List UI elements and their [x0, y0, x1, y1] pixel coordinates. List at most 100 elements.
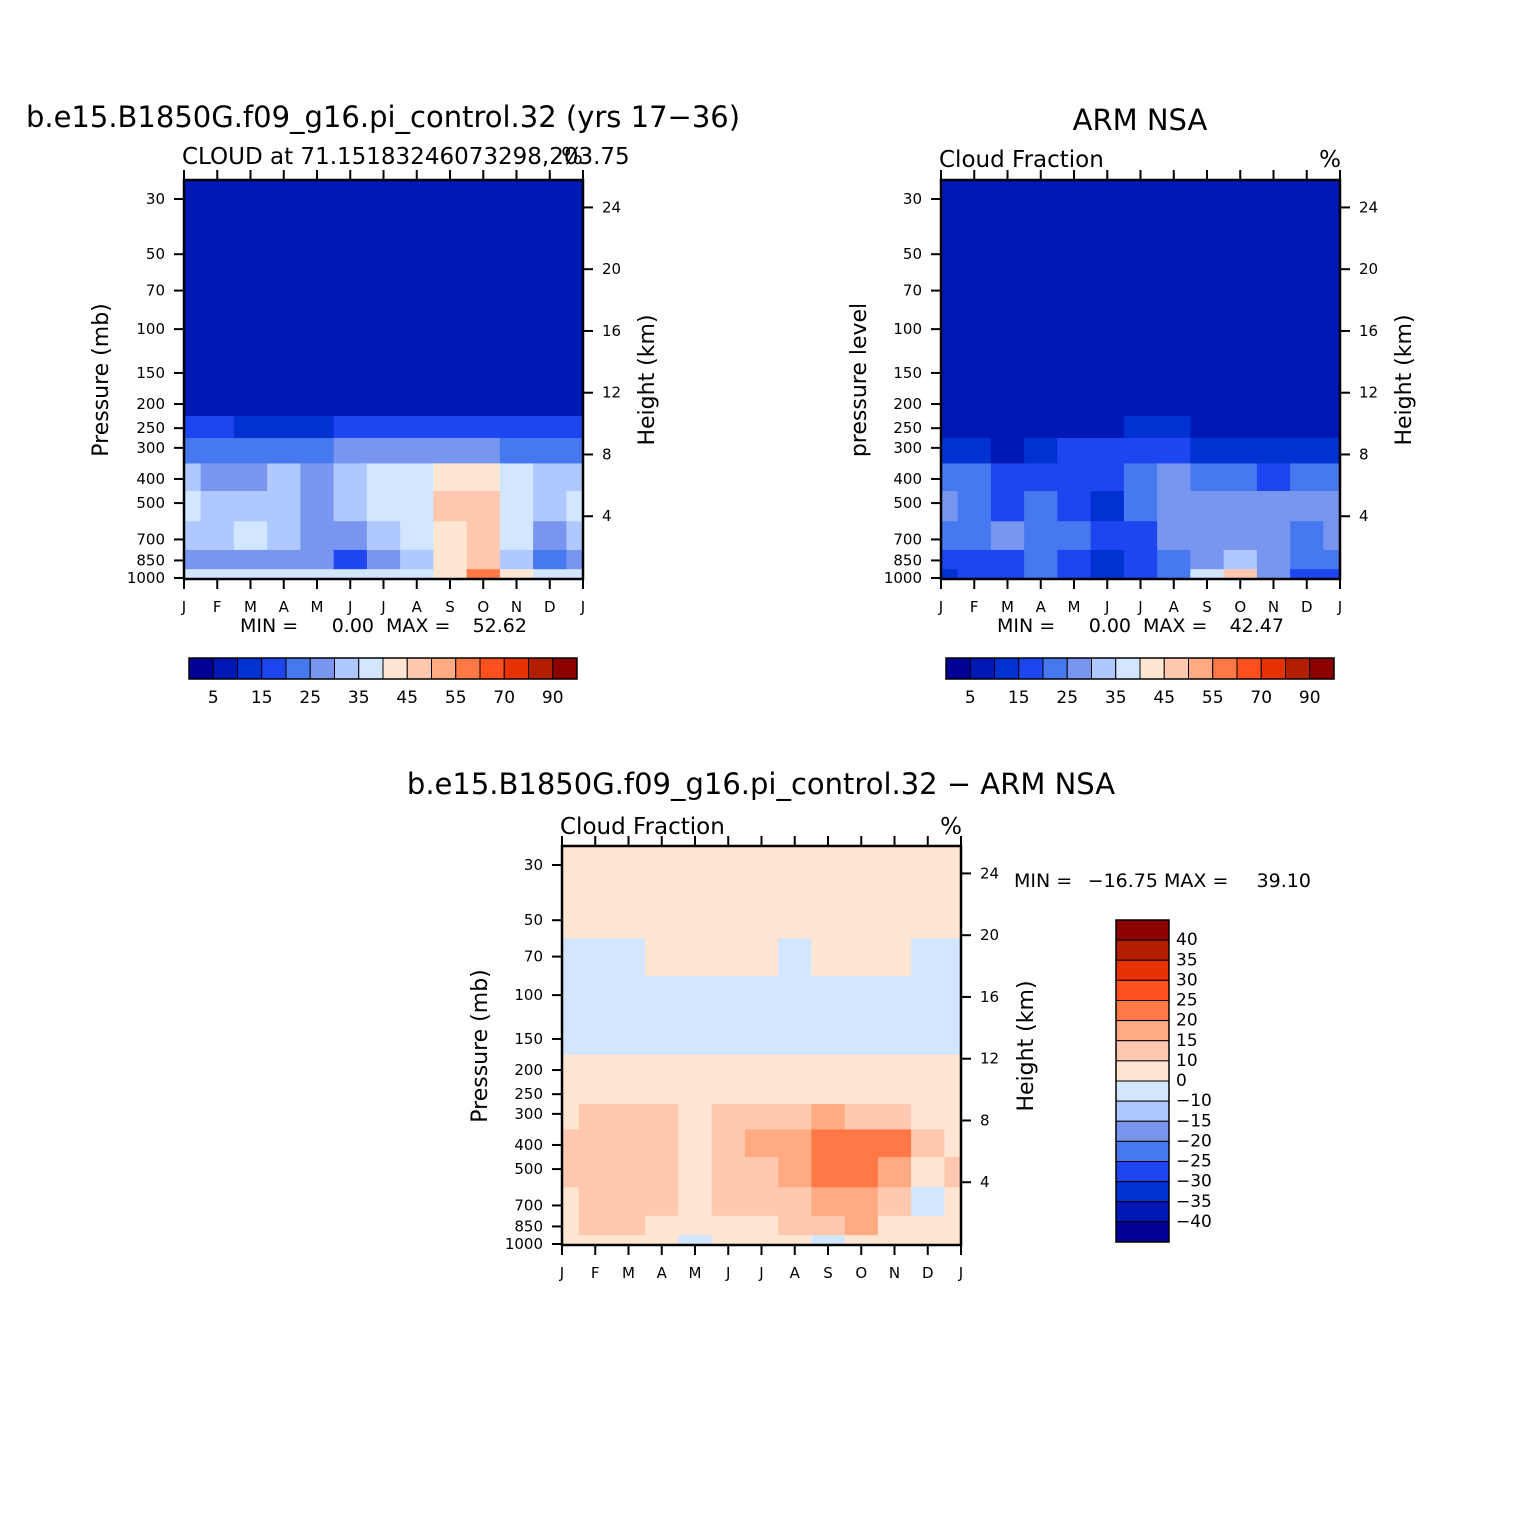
model-xtick-label: F: [213, 598, 222, 616]
model-cell: [433, 549, 468, 570]
diff-cbar-label: −30: [1176, 1172, 1212, 1192]
diff-ytick-label: 50: [524, 911, 543, 929]
model-cell: [184, 549, 202, 570]
obs-cell: [1323, 388, 1340, 417]
diff-cell: [645, 1157, 679, 1188]
obs-y2tick-label: 8: [1359, 445, 1369, 463]
diff-cell: [911, 1017, 945, 1056]
model-cells: [184, 180, 583, 579]
diff-cell: [611, 975, 646, 1018]
obs-cell: [1024, 549, 1058, 570]
obs-cell: [1190, 226, 1225, 273]
model-cell: [300, 309, 335, 352]
model-cell: [566, 549, 583, 570]
model-cell: [433, 491, 468, 522]
model-cell: [499, 351, 534, 390]
model-cell: [566, 351, 583, 390]
diff-ytick-label: 400: [514, 1136, 543, 1154]
diff-cell: [562, 1054, 580, 1083]
obs-xtick-label: S: [1202, 598, 1212, 616]
model-y2tick-label: 20: [602, 260, 621, 278]
model-max-label: MAX =: [386, 615, 450, 637]
diff-xtick-label: F: [591, 1264, 600, 1282]
diff-cell: [744, 1054, 779, 1083]
obs-cell: [1123, 491, 1158, 522]
model-cell: [300, 463, 335, 492]
model-cell: [233, 388, 268, 417]
diff-cell: [944, 1215, 961, 1236]
diff-cell: [611, 1054, 646, 1083]
obs-cbar-box: [1115, 657, 1141, 680]
model-cell: [400, 521, 434, 551]
model-cell: [267, 569, 301, 579]
diff-y-label: Pressure (mb): [468, 969, 493, 1123]
model-cell: [466, 388, 501, 417]
diff-cell: [711, 1017, 746, 1056]
obs-cell: [1157, 549, 1191, 570]
obs-cbar-box: [1066, 657, 1092, 680]
diff-cell: [844, 1054, 879, 1083]
model-cell: [233, 180, 268, 228]
diff-cell: [744, 1082, 779, 1105]
model-cell: [433, 226, 468, 273]
diff-cell: [744, 975, 779, 1018]
diff-cell: [645, 1082, 679, 1105]
model-contour-plot: J F M A M J J A S O N D J 30 50 70 100 150 200 250 300 400 500…: [127, 170, 621, 616]
diff-cell: [877, 975, 912, 1018]
obs-cell: [1223, 438, 1258, 465]
obs-y2tick-label: 20: [1359, 260, 1378, 278]
diff-cbar-box: [1115, 959, 1170, 981]
obs-cell: [1256, 549, 1291, 570]
obs-ytick-label: 500: [893, 494, 922, 512]
model-cell: [267, 491, 301, 522]
model-cell: [267, 226, 301, 273]
diff-cell: [611, 1104, 646, 1131]
diff-cell: [562, 1129, 580, 1158]
obs-cell: [1323, 180, 1340, 228]
obs-cell: [1223, 569, 1258, 579]
model-cell: [400, 463, 434, 492]
obs-cell: [990, 521, 1025, 551]
obs-cell: [1190, 463, 1225, 492]
model-cell: [200, 272, 235, 311]
diff-cbar-box: [1115, 1161, 1170, 1183]
diff-cell: [744, 1235, 779, 1245]
model-cell: [300, 388, 335, 417]
obs-cell: [1123, 351, 1158, 390]
diff-cell: [744, 846, 779, 894]
model-cell: [267, 438, 301, 465]
model-cell: [499, 438, 534, 465]
obs-cell: [1090, 438, 1125, 465]
obs-ytick-label: 100: [893, 320, 922, 338]
model-cell: [300, 226, 335, 273]
model-cell: [333, 351, 368, 390]
obs-cell: [1290, 309, 1324, 352]
diff-cell: [877, 1215, 912, 1236]
model-title: b.e15.B1850G.f09_g16.pi_control.32 (yrs …: [26, 100, 740, 134]
model-xtick-label: J: [347, 598, 352, 616]
obs-cbar-box: [994, 657, 1020, 680]
model-cell: [233, 272, 268, 311]
diff-cell: [711, 846, 746, 894]
model-cell: [466, 491, 501, 522]
diff-cell: [562, 975, 580, 1018]
diff-cell: [811, 1082, 846, 1105]
obs-cbar-box: [969, 657, 995, 680]
obs-cell: [1323, 569, 1340, 579]
obs-cell: [1256, 226, 1291, 273]
obs-cell: [990, 309, 1025, 352]
obs-ytick-label: 850: [893, 551, 922, 569]
obs-cell: [1057, 549, 1092, 570]
model-cbar-box: [503, 657, 529, 680]
model-units: %: [561, 144, 583, 170]
diff-cell: [844, 892, 879, 939]
diff-cell: [678, 938, 713, 977]
obs-cell: [1057, 521, 1092, 551]
diff-xtick-label: A: [790, 1264, 801, 1282]
model-ytick-label: 250: [136, 419, 165, 437]
diff-cell: [944, 1187, 961, 1217]
obs-contour-plot: J F M A M J J A S O N D J 30 50 70 100 150 200 250 300 400 500…: [884, 170, 1378, 616]
obs-cell: [1323, 416, 1340, 439]
obs-cell: [1057, 438, 1092, 465]
